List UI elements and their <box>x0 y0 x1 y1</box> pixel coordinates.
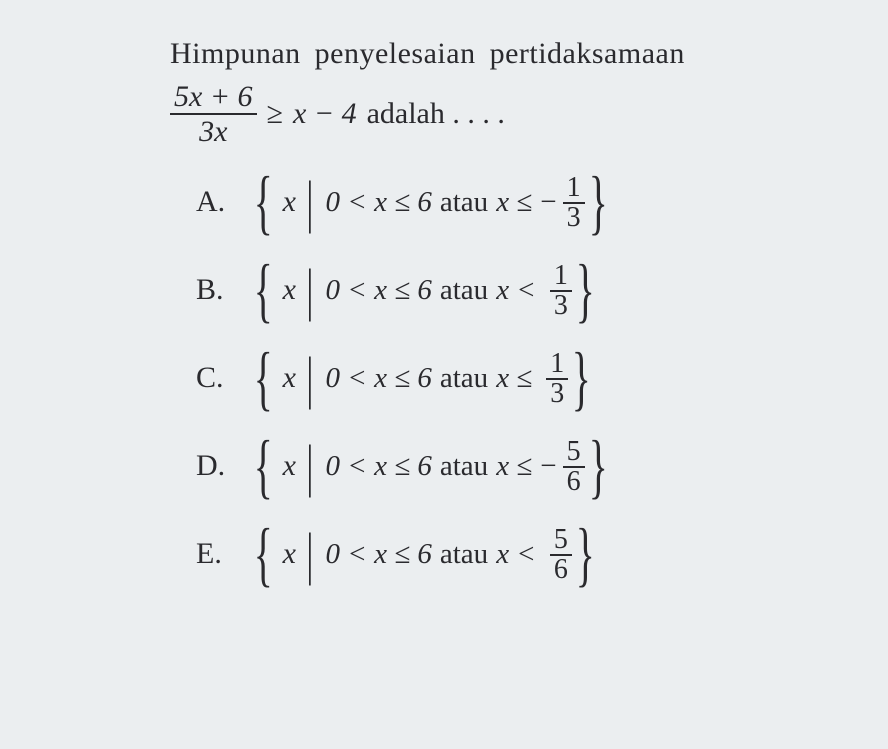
question-text-line2: 5x + 6 3x ≥ x − 4 adalah . . . . <box>170 81 842 148</box>
atau-text: atau <box>440 183 488 222</box>
left-brace-icon: { <box>254 526 273 584</box>
page: Himpunan penyelesaian pertidaksamaan 5x … <box>0 0 888 590</box>
range-text: 0 < x ≤ 6 <box>326 447 432 486</box>
range-text: 0 < x ≤ 6 <box>326 183 432 222</box>
relation-symbol: ≥ <box>267 94 283 135</box>
fraction-denominator: 3x <box>195 115 231 148</box>
option-c: C. { x | 0 < x ≤ 6 atau x ≤ 1 3 } <box>196 344 842 414</box>
bound-num: 5 <box>550 526 572 556</box>
bound-den: 3 <box>546 380 568 408</box>
range-text: 0 < x ≤ 6 <box>326 359 432 398</box>
option-label: E. <box>196 534 236 575</box>
set-notation: { x | 0 < x ≤ 6 atau x ≤ − 1 3 } <box>254 174 607 232</box>
option-b: B. { x | 0 < x ≤ 6 atau x < 1 3 } <box>196 256 842 326</box>
options-list: A. { x | 0 < x ≤ 6 atau x ≤ − 1 3 } <box>196 168 842 590</box>
bound-den: 6 <box>563 468 585 496</box>
relation-text: x ≤ <box>496 447 532 486</box>
bound-fraction: 5 6 <box>563 438 585 496</box>
bound-den: 3 <box>563 204 585 232</box>
question-tail: adalah . . . . <box>367 94 505 135</box>
bound-num: 1 <box>550 262 572 292</box>
question-fraction: 5x + 6 3x <box>170 81 257 148</box>
option-label: B. <box>196 270 236 311</box>
option-label: C. <box>196 358 236 399</box>
atau-text: atau <box>440 535 488 574</box>
set-notation: { x | 0 < x ≤ 6 atau x ≤ − 5 6 } <box>254 438 607 496</box>
set-notation: { x | 0 < x ≤ 6 atau x < 1 3 } <box>254 262 594 320</box>
bound-num: 5 <box>563 438 585 468</box>
such-that-bar-icon: | <box>306 355 313 401</box>
bound-fraction: 5 6 <box>550 526 572 584</box>
such-that-bar-icon: | <box>306 179 313 225</box>
set-condition: 0 < x ≤ 6 atau x ≤ − 5 6 <box>326 438 585 496</box>
fraction-numerator: 5x + 6 <box>170 81 257 116</box>
neg-sign: − <box>540 447 556 486</box>
range-text: 0 < x ≤ 6 <box>326 271 432 310</box>
relation-text: x ≤ <box>496 359 532 398</box>
bound-den: 3 <box>550 292 572 320</box>
set-condition: 0 < x ≤ 6 atau x < 1 3 <box>326 262 572 320</box>
right-brace-icon: } <box>576 526 595 584</box>
set-variable: x <box>283 270 296 311</box>
option-label: D. <box>196 446 236 487</box>
right-brace-icon: } <box>588 438 607 496</box>
atau-text: atau <box>440 271 488 310</box>
set-notation: { x | 0 < x ≤ 6 atau x < 5 6 } <box>254 526 594 584</box>
atau-text: atau <box>440 447 488 486</box>
set-condition: 0 < x ≤ 6 atau x ≤ − 1 3 <box>326 174 585 232</box>
bound-fraction: 1 3 <box>550 262 572 320</box>
set-variable: x <box>283 358 296 399</box>
option-d: D. { x | 0 < x ≤ 6 atau x ≤ − 5 6 } <box>196 432 842 502</box>
bound-den: 6 <box>550 556 572 584</box>
neg-sign: − <box>540 183 556 222</box>
bound-num: 1 <box>546 350 568 380</box>
question-text-line1: Himpunan penyelesaian pertidaksamaan <box>170 34 842 75</box>
atau-text: atau <box>440 359 488 398</box>
relation-text: x ≤ <box>496 183 532 222</box>
range-text: 0 < x ≤ 6 <box>326 535 432 574</box>
set-variable: x <box>283 446 296 487</box>
relation-text: x < <box>496 535 536 574</box>
option-a: A. { x | 0 < x ≤ 6 atau x ≤ − 1 3 } <box>196 168 842 238</box>
right-brace-icon: } <box>572 350 591 408</box>
set-variable: x <box>283 534 296 575</box>
right-brace-icon: } <box>588 174 607 232</box>
option-label: A. <box>196 182 236 223</box>
such-that-bar-icon: | <box>306 267 313 313</box>
left-brace-icon: { <box>254 350 273 408</box>
right-brace-icon: } <box>576 262 595 320</box>
such-that-bar-icon: | <box>306 443 313 489</box>
left-brace-icon: { <box>254 438 273 496</box>
question-block: Himpunan penyelesaian pertidaksamaan 5x … <box>170 34 842 148</box>
set-condition: 0 < x ≤ 6 atau x ≤ 1 3 <box>326 350 569 408</box>
bound-fraction: 1 3 <box>546 350 568 408</box>
left-brace-icon: { <box>254 262 273 320</box>
bound-num: 1 <box>563 174 585 204</box>
such-that-bar-icon: | <box>306 531 313 577</box>
set-condition: 0 < x ≤ 6 atau x < 5 6 <box>326 526 572 584</box>
set-variable: x <box>283 182 296 223</box>
left-brace-icon: { <box>254 174 273 232</box>
set-notation: { x | 0 < x ≤ 6 atau x ≤ 1 3 } <box>254 350 591 408</box>
relation-text: x < <box>496 271 536 310</box>
bound-fraction: 1 3 <box>563 174 585 232</box>
rhs-expression: x − 4 <box>293 94 357 135</box>
option-e: E. { x | 0 < x ≤ 6 atau x < 5 6 } <box>196 520 842 590</box>
